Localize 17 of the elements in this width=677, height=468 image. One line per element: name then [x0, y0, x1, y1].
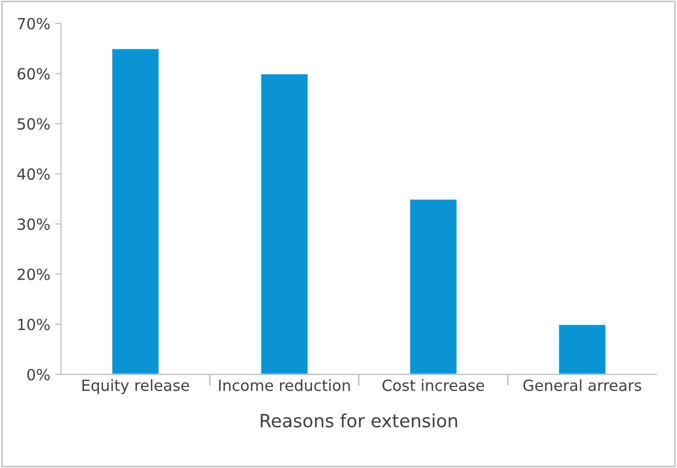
bar [558, 324, 607, 374]
bar [260, 72, 309, 374]
y-tick-label: 70% [18, 18, 50, 30]
x-tick-label: Equity release [82, 379, 190, 394]
bar [110, 48, 160, 374]
x-tick-label: Cost increase [382, 379, 484, 392]
y-tick-label: 50% [18, 118, 50, 130]
bar [408, 198, 458, 374]
x-axis-title: Reasons for extension [260, 413, 458, 428]
y-tick-label: 60% [18, 68, 50, 80]
x-tick-label: General arrears [523, 379, 642, 392]
y-tick-label: 30% [18, 218, 50, 230]
y-tick-label: 0% [27, 368, 50, 380]
y-tick-label: 20% [18, 268, 50, 280]
y-tick-label: 10% [18, 318, 50, 330]
x-tick-label: Income reduction [219, 379, 350, 392]
y-tick-label: 40% [17, 168, 50, 180]
